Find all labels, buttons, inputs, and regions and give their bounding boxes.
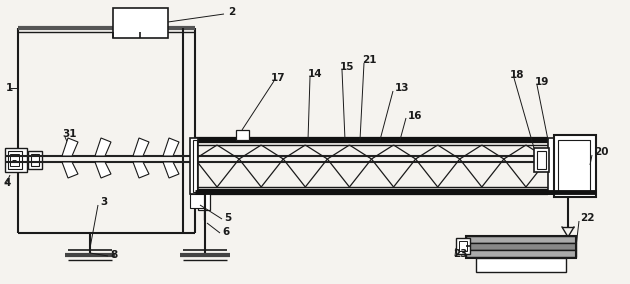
Text: 17: 17 [271,73,285,83]
Bar [198,192,210,210]
Text: 31: 31 [62,129,76,139]
Bar [31,154,39,166]
Polygon shape [62,138,78,156]
Bar [8,151,22,169]
Bar [466,243,576,250]
Bar [28,151,42,169]
Bar [548,138,554,194]
Text: 19: 19 [535,77,549,87]
Text: 20: 20 [594,147,609,157]
Bar [537,151,546,169]
Bar [456,238,470,254]
Bar [193,140,197,192]
Text: 14: 14 [308,69,323,79]
Text: 2: 2 [228,7,235,17]
Bar [190,138,198,194]
Text: 5: 5 [224,213,231,223]
Text: 8: 8 [110,250,117,260]
Bar [190,194,204,208]
Bar [236,130,249,140]
Text: 21: 21 [362,55,377,65]
Text: 22: 22 [580,213,595,223]
Polygon shape [133,138,149,156]
Bar [554,135,596,197]
Text: 1: 1 [6,83,13,93]
Text: 13: 13 [395,83,410,93]
Polygon shape [95,162,111,178]
Text: 18: 18 [510,70,525,80]
Text: 4: 4 [3,178,10,188]
Text: 23: 23 [453,249,467,259]
Text: 3: 3 [100,197,107,207]
Bar [459,241,467,251]
Polygon shape [133,162,149,178]
Polygon shape [62,162,78,178]
Bar [476,258,566,272]
Bar [5,148,27,172]
Text: 6: 6 [222,227,229,237]
Bar [113,8,168,38]
Bar [466,236,576,258]
Polygon shape [95,138,111,156]
Bar [10,154,19,166]
Text: 15: 15 [340,62,355,72]
Bar [466,250,576,257]
Polygon shape [163,138,179,156]
Text: 16: 16 [408,111,423,121]
Polygon shape [163,162,179,178]
Bar [466,236,576,243]
Bar [558,140,590,192]
Bar [534,148,549,172]
